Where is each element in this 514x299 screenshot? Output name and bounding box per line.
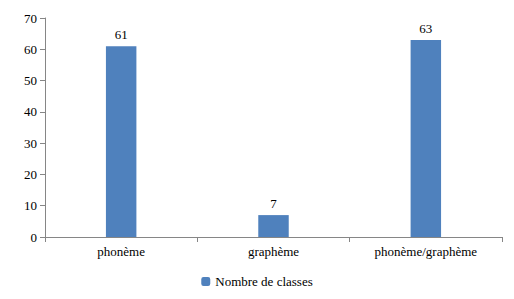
svg-text:60: 60	[24, 42, 37, 57]
svg-text:0: 0	[31, 230, 38, 245]
svg-text:40: 40	[24, 104, 37, 119]
svg-text:phonème/graphème: phonème/graphème	[375, 244, 478, 259]
svg-text:Nombre de classes: Nombre de classes	[215, 274, 312, 289]
svg-text:7: 7	[270, 196, 277, 211]
svg-text:63: 63	[419, 21, 432, 36]
svg-text:50: 50	[24, 73, 37, 88]
svg-text:30: 30	[24, 136, 37, 151]
svg-text:61: 61	[115, 27, 128, 42]
svg-text:20: 20	[24, 167, 37, 182]
svg-text:graphème: graphème	[248, 244, 299, 259]
svg-text:phonème: phonème	[97, 244, 145, 259]
svg-text:10: 10	[24, 198, 37, 213]
svg-text:70: 70	[24, 11, 37, 26]
